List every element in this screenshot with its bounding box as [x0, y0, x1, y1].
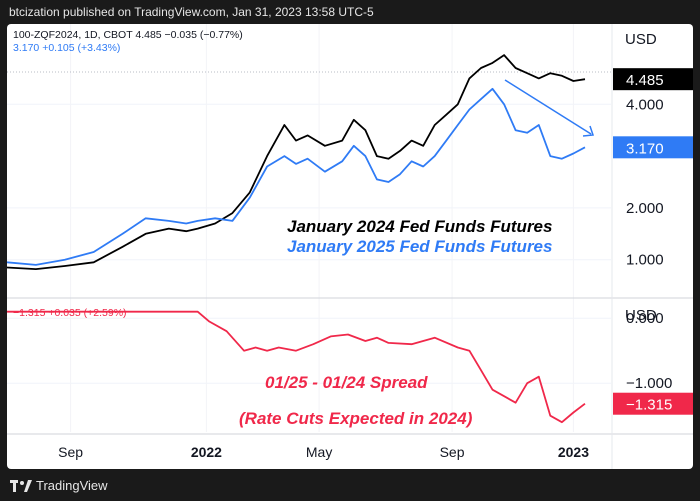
legend-spread: −1.315 +0.035 (+2.59%): [13, 307, 127, 319]
price-tick-label: 0.000: [626, 310, 664, 327]
time-tick-label: 2022: [191, 444, 222, 460]
price-label-text-zqf2024: 4.485: [626, 72, 664, 89]
price-axis-ticks: 1.000 2.000 4.000 0.000 −1.000: [626, 96, 672, 392]
price-tick-label: 1.000: [626, 252, 664, 269]
time-tick-label: Sep: [58, 444, 83, 460]
time-axis-ticks: Sep 2022 May Sep 2023: [58, 444, 589, 460]
annotation-jan2025: January 2025 Fed Funds Futures: [287, 237, 552, 256]
price-labels: 4.485 3.170 −1.315: [613, 68, 693, 415]
annotation-jan2024: January 2024 Fed Funds Futures: [287, 217, 552, 236]
trend-arrow-line[interactable]: [504, 79, 592, 135]
publish-info-text: btcization published on TradingView.com,…: [9, 5, 374, 19]
legend-zqf2025: 3.170 +0.105 (+3.43%): [13, 42, 120, 54]
price-label-box-zqf2024: [613, 68, 693, 91]
annotation-rate-cuts: (Rate Cuts Expected in 2024): [239, 409, 473, 428]
legend-zqf2024: 100-ZQF2024, 1D, CBOT 4.485 −0.035 (−0.7…: [13, 29, 243, 41]
trend-arrow-head[interactable]: [582, 125, 595, 137]
time-tick-label: Sep: [440, 444, 465, 460]
price-tick-label: 4.000: [626, 96, 664, 113]
chart-canvas: 100-ZQF2024, 1D, CBOT 4.485 −0.035 (−0.7…: [7, 24, 693, 469]
footer-brand[interactable]: TradingView: [36, 478, 108, 493]
footer-bar: TradingView: [0, 470, 700, 501]
chart-svg: 100-ZQF2024, 1D, CBOT 4.485 −0.035 (−0.7…: [7, 24, 693, 469]
price-label-box-spread: [613, 392, 693, 415]
series-line-spread: [7, 310, 586, 424]
price-axis-unit-top: USD: [625, 31, 657, 48]
price-tick-label: 2.000: [626, 200, 664, 217]
price-axis-unit-bottom: USD: [625, 307, 657, 324]
series-line-zqf2024: [7, 54, 586, 271]
time-tick-label: 2023: [558, 444, 589, 460]
series-line-zqf2025: [7, 87, 586, 266]
annotation-spread: 01/25 - 01/24 Spread: [265, 373, 428, 392]
price-label-text-zqf2025: 3.170: [626, 140, 664, 157]
publish-info-bar: btcization published on TradingView.com,…: [0, 0, 700, 24]
time-tick-label: May: [306, 444, 332, 460]
tradingview-logo-icon[interactable]: [10, 480, 32, 492]
price-label-box-zqf2025: [613, 136, 693, 159]
price-tick-label: −1.000: [626, 375, 672, 392]
price-label-text-spread: −1.315: [626, 397, 672, 414]
series-lines: [7, 54, 586, 424]
grid-lines: [7, 24, 611, 432]
